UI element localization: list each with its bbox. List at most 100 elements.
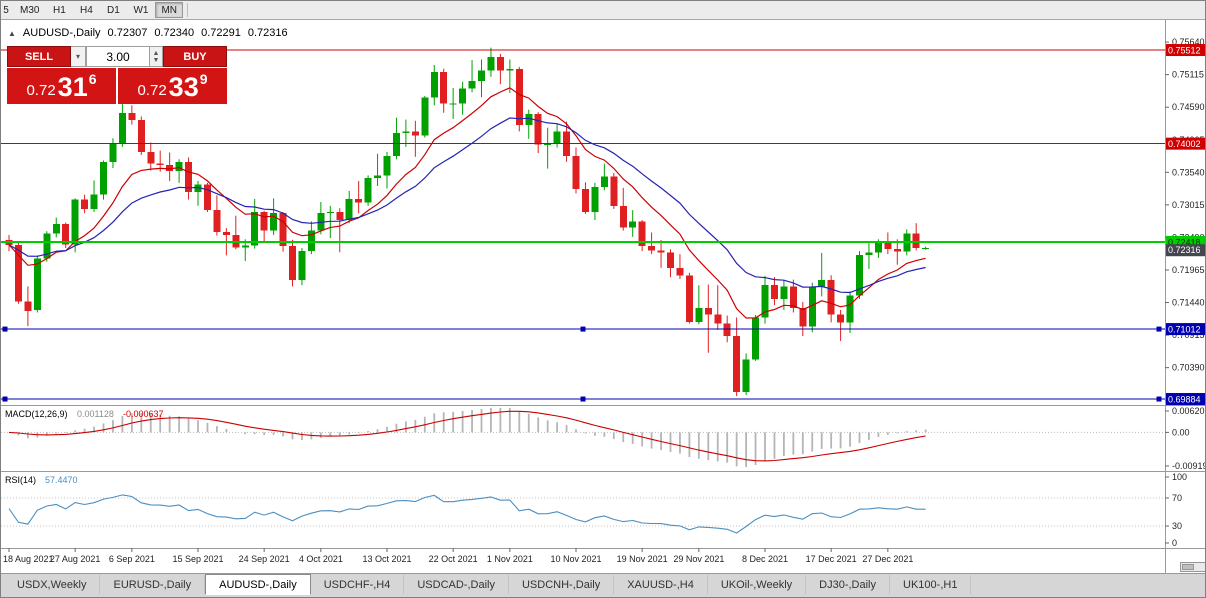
candle-body-down bbox=[884, 242, 892, 250]
line-handle[interactable] bbox=[580, 396, 586, 402]
candle-body-up bbox=[430, 71, 438, 98]
candle-body-up bbox=[506, 68, 514, 71]
line-handle[interactable] bbox=[2, 326, 8, 332]
timeframe-button-h1[interactable]: H1 bbox=[46, 2, 73, 18]
chart-title: ▲ AUDUSD-,Daily 0.72307 0.72340 0.72291 … bbox=[8, 27, 288, 39]
macd-signal-line bbox=[8, 410, 926, 462]
one-click-collapse-icon[interactable]: ▲ bbox=[8, 28, 16, 38]
ohlc-low: 0.72291 bbox=[201, 27, 241, 39]
candle-body-down bbox=[572, 156, 580, 190]
candle-body-up bbox=[194, 184, 202, 193]
chart-tab-ukoil-weekly[interactable]: UKOil-,Weekly bbox=[708, 575, 807, 594]
date-axis-label: 13 Oct 2021 bbox=[362, 554, 411, 564]
chart-tab-uk100-h1[interactable]: UK100-,H1 bbox=[890, 575, 972, 594]
line-handle[interactable] bbox=[580, 326, 586, 332]
candle-body-down bbox=[147, 151, 155, 164]
candle-body-up bbox=[345, 198, 353, 221]
chart-tab-audusd-daily[interactable]: AUDUSD-,Daily bbox=[205, 574, 311, 595]
candle-body-down bbox=[704, 308, 712, 315]
timeframe-button-m30[interactable]: M30 bbox=[14, 2, 46, 18]
sell-price-display[interactable]: 0.72 31 6 bbox=[7, 68, 116, 104]
candle-body-down bbox=[789, 286, 797, 309]
candle-body-down bbox=[185, 161, 193, 193]
candle-body-up bbox=[922, 248, 930, 250]
line-handle[interactable] bbox=[2, 396, 8, 402]
candle-body-down bbox=[657, 250, 665, 253]
candle-body-down bbox=[440, 71, 448, 104]
candle-body-up bbox=[865, 252, 873, 255]
candle-body-up bbox=[846, 295, 854, 323]
price-level-badge bbox=[1166, 393, 1205, 406]
date-axis-label: 24 Sep 2021 bbox=[239, 554, 290, 564]
date-axis-label: 10 Nov 2021 bbox=[550, 554, 601, 564]
candle-body-down bbox=[336, 212, 344, 221]
timeframe-button-w1[interactable]: W1 bbox=[127, 2, 155, 18]
chart-tab-usdchf-h4[interactable]: USDCHF-,H4 bbox=[311, 575, 405, 594]
candle-body-down bbox=[128, 112, 136, 121]
chart-tab-usdcad-daily[interactable]: USDCAD-,Daily bbox=[404, 575, 509, 594]
candle-body-down bbox=[137, 120, 145, 152]
chevron-down-icon: ▾ bbox=[75, 52, 80, 61]
candle-body-down bbox=[213, 210, 221, 232]
sell-button[interactable]: SELL bbox=[7, 46, 71, 67]
price-level-badge-label: 0.72418 bbox=[1168, 237, 1201, 247]
candle-body-down bbox=[156, 163, 164, 165]
chart-hscrollbar-thumb[interactable] bbox=[1182, 564, 1194, 570]
candle-body-up bbox=[695, 308, 703, 322]
candle-body-up bbox=[118, 112, 126, 144]
candle-body-down bbox=[733, 336, 741, 392]
price-level-badge-label: 0.75512 bbox=[1168, 46, 1201, 56]
candle-body-up bbox=[449, 103, 457, 105]
macd-main-value: 0.001128 bbox=[77, 409, 114, 419]
candle-body-down bbox=[515, 68, 523, 126]
one-click-prices-row: 0.72 31 6 0.72 33 9 bbox=[7, 68, 227, 104]
candle-body-down bbox=[714, 314, 722, 324]
ohlc-high: 0.72340 bbox=[154, 27, 195, 39]
candle-body-down bbox=[411, 131, 419, 136]
chart-tab-dj30-daily[interactable]: DJ30-,Daily bbox=[806, 575, 891, 594]
timeframe-button-h4[interactable]: H4 bbox=[73, 2, 100, 18]
timeframe-button-d1[interactable]: D1 bbox=[100, 2, 127, 18]
macd-axis-label: 0.00 bbox=[1172, 427, 1190, 437]
timeframe-button-5[interactable]: 5 bbox=[1, 2, 13, 18]
chart-tab-usdcnh-daily[interactable]: USDCNH-,Daily bbox=[509, 575, 615, 594]
candle-body-up bbox=[459, 88, 467, 104]
candle-body-up bbox=[90, 194, 98, 209]
candle-body-down bbox=[827, 280, 835, 315]
candle-body-down bbox=[893, 249, 901, 252]
stepper-up-icon[interactable]: ▲ bbox=[152, 49, 160, 57]
line-handle[interactable] bbox=[1156, 326, 1162, 332]
candle-body-up bbox=[71, 199, 79, 245]
chart-tab-xauusd-h4[interactable]: XAUUSD-,H4 bbox=[614, 575, 708, 594]
volume-dropdown[interactable]: ▾ bbox=[71, 46, 86, 67]
chart-tab-eurusd-daily[interactable]: EURUSD-,Daily bbox=[100, 575, 206, 594]
chart-tab-usdx-weekly[interactable]: USDX,Weekly bbox=[4, 575, 101, 594]
date-axis-label: 27 Aug 2021 bbox=[50, 554, 101, 564]
stepper-down-icon[interactable]: ▼ bbox=[152, 56, 160, 64]
rsi-title: RSI(14) bbox=[5, 475, 36, 485]
candle-body-down bbox=[279, 213, 287, 247]
candle-body-down bbox=[355, 198, 363, 203]
line-handle[interactable] bbox=[1156, 396, 1162, 402]
candle-body-up bbox=[544, 143, 552, 145]
buy-button[interactable]: BUY bbox=[163, 46, 227, 67]
volume-stepper[interactable]: ▲ ▼ bbox=[150, 46, 163, 67]
chart-tabs-bar: USDX,Weekly EURUSD-,Daily AUDUSD-,Daily USD… bbox=[1, 573, 1205, 597]
macd-histogram bbox=[17, 407, 927, 468]
chart-hscrollbar[interactable] bbox=[1180, 562, 1205, 572]
volume-input[interactable]: 3.00 bbox=[86, 46, 150, 67]
timeframe-button-mn[interactable]: MN bbox=[155, 2, 184, 18]
buy-price-big: 33 bbox=[168, 72, 199, 102]
candle-body-up bbox=[468, 81, 476, 89]
macd-axis-label: -0.00919 bbox=[1172, 461, 1206, 471]
timeframe-toolbar: 5 M30 H1 H4 D1 W1 MN bbox=[1, 1, 1205, 20]
buy-price-display[interactable]: 0.72 33 9 bbox=[118, 68, 227, 104]
price-chart[interactable]: 0.756400.751150.745900.740650.735400.730… bbox=[1, 20, 1206, 573]
candle-body-down bbox=[799, 308, 807, 327]
date-axis-label: 22 Oct 2021 bbox=[429, 554, 478, 564]
price-axis-label: 0.70390 bbox=[1172, 363, 1205, 373]
candle-body-up bbox=[43, 233, 51, 259]
price-level-badge-label: 0.74002 bbox=[1168, 139, 1201, 149]
candle-body-down bbox=[770, 285, 778, 299]
